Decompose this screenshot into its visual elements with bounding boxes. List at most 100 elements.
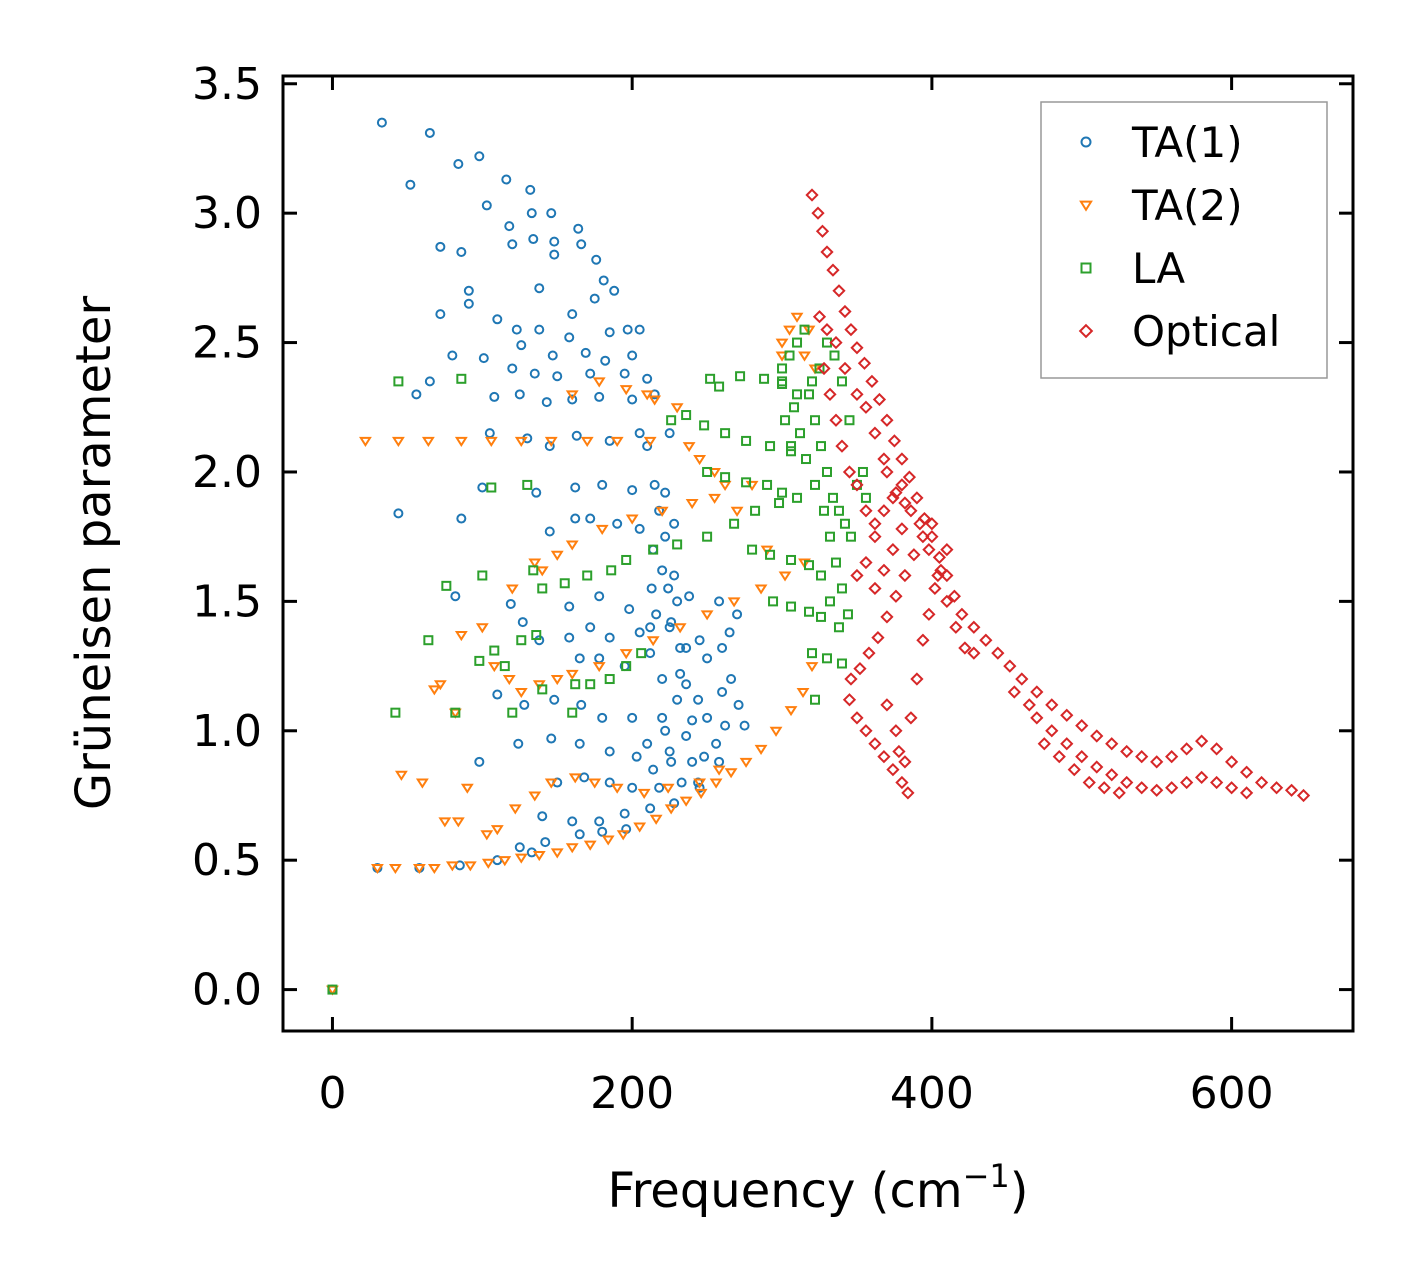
- data-point-ta-1: [598, 275, 609, 286]
- data-point-optical: [1082, 775, 1096, 790]
- data-point-ta-2: [648, 395, 662, 406]
- data-point-la: [702, 531, 713, 542]
- data-point-ta-2: [640, 390, 654, 401]
- data-point-ta-1: [492, 689, 503, 700]
- data-point-ta-1: [675, 642, 686, 653]
- data-point-ta-1: [681, 642, 692, 653]
- data-point-ta-1: [481, 200, 492, 211]
- data-point-ta-1: [525, 184, 536, 195]
- data-point-ta-2: [565, 390, 579, 401]
- data-point-ta-2: [544, 778, 558, 789]
- data-point-ta-1: [534, 283, 545, 294]
- data-point-ta-1: [699, 751, 710, 762]
- data-point-ta-2: [388, 863, 402, 875]
- data-point-ta-1: [505, 598, 516, 609]
- data-point-optical: [934, 563, 948, 577]
- data-point-la: [810, 694, 821, 705]
- y-tick-label: 0.5: [192, 835, 262, 886]
- data-point-ta-2: [775, 351, 789, 362]
- data-point-la: [860, 492, 871, 503]
- data-point-ta-2: [708, 467, 722, 479]
- data-point-ta-2: [480, 830, 494, 841]
- data-point-ta-1: [393, 508, 404, 519]
- data-point-la: [857, 466, 868, 477]
- data-point-ta-1: [474, 151, 485, 162]
- data-point-ta-1: [612, 518, 623, 529]
- data-point-ta-2: [664, 804, 678, 815]
- data-point-ta-2: [655, 506, 669, 517]
- data-point-ta-2: [670, 403, 684, 414]
- data-point-optical: [898, 568, 912, 583]
- data-point-ta-1: [574, 653, 585, 664]
- data-point-ta-1: [567, 394, 578, 405]
- data-point-ta-1: [714, 596, 725, 607]
- data-point-ta-1: [634, 627, 645, 638]
- data-point-la: [839, 518, 850, 529]
- data-point-la: [666, 415, 677, 426]
- data-point-la: [807, 376, 818, 387]
- data-point-la: [450, 707, 461, 718]
- data-point-la: [792, 492, 803, 503]
- data-point-ta-1: [574, 738, 585, 749]
- data-point-ta-2: [463, 861, 477, 872]
- data-point-optical: [902, 470, 917, 484]
- data-point-optical: [1112, 786, 1126, 800]
- data-point-ta-2: [508, 804, 522, 815]
- data-point-ta-1: [664, 428, 675, 439]
- data-point-ta-2: [502, 675, 516, 686]
- data-point-ta-2: [583, 840, 597, 851]
- data-point-ta-1: [627, 485, 638, 496]
- data-point-ta-2: [358, 436, 372, 447]
- data-point-ta-1: [576, 239, 587, 250]
- data-point-optical: [1060, 708, 1074, 722]
- data-point-optical: [868, 530, 882, 544]
- data-point-ta-1: [657, 565, 668, 576]
- data-point-optical: [880, 610, 894, 624]
- data-point-la: [824, 596, 835, 607]
- data-point-ta-1: [424, 127, 435, 138]
- data-point-la: [621, 661, 632, 672]
- data-point-optical: [877, 452, 891, 466]
- data-point-optical: [1224, 755, 1239, 769]
- data-point-ta-2: [694, 788, 708, 799]
- data-point-ta-2: [712, 765, 726, 776]
- x-tick-label: 200: [590, 1068, 674, 1119]
- data-point-ta-1: [529, 368, 540, 379]
- data-point-la: [824, 531, 835, 542]
- data-point-la: [489, 645, 500, 656]
- data-point-ta-2: [727, 597, 741, 608]
- data-point-ta-1: [687, 756, 698, 767]
- data-point-la: [759, 373, 770, 384]
- data-point-optical: [1067, 762, 1081, 777]
- data-point-optical: [895, 522, 909, 536]
- data-point-ta-1: [453, 158, 464, 169]
- data-point-ta-1: [552, 371, 563, 382]
- data-point-la: [818, 505, 829, 516]
- data-point-ta-2: [709, 778, 723, 789]
- data-point-ta-2: [433, 680, 447, 691]
- data-point-optical: [877, 750, 891, 764]
- data-point-la: [729, 518, 740, 529]
- data-point-ta-2: [412, 863, 426, 875]
- data-point-ta-1: [567, 816, 578, 827]
- data-point-ta-1: [571, 430, 582, 441]
- data-point-la: [559, 578, 570, 589]
- data-point-la: [699, 420, 710, 431]
- data-point-ta-2: [601, 835, 615, 846]
- data-point-ta-1: [574, 829, 585, 840]
- data-point-optical: [898, 496, 912, 510]
- data-point-ta-2: [580, 436, 594, 447]
- y-tick-label: 0.0: [192, 965, 262, 1016]
- data-point-ta-2: [454, 631, 468, 642]
- data-point-ta-1: [463, 285, 474, 296]
- data-point-optical: [913, 517, 927, 531]
- data-point-ta-1: [660, 725, 671, 736]
- data-point-optical: [850, 568, 864, 583]
- data-point-ta-2: [484, 436, 498, 447]
- data-point-ta-2: [637, 788, 651, 799]
- data-point-ta-1: [511, 324, 522, 335]
- data-point-la: [777, 363, 788, 374]
- data-point-ta-1: [576, 699, 587, 710]
- data-point-optical: [868, 517, 882, 531]
- data-point-la: [836, 376, 847, 387]
